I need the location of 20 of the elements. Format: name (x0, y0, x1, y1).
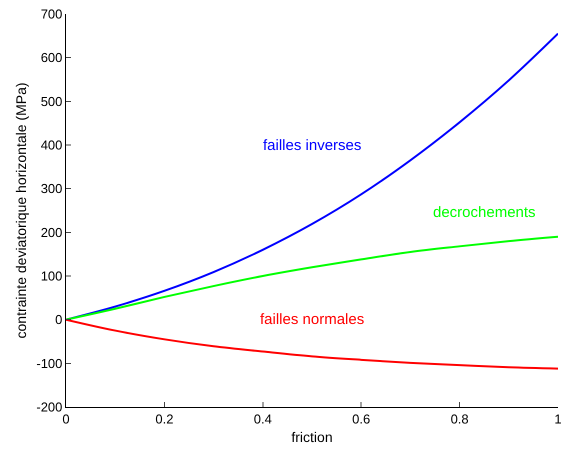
y-tick-label: 0 (55, 312, 62, 328)
x-tick-label: 0.6 (352, 412, 370, 427)
y-tick-label: 400 (40, 138, 62, 153)
x-axis-title: friction (291, 428, 333, 445)
x-tick-label: 0.2 (155, 412, 174, 427)
x-tick-label: 1 (554, 412, 562, 427)
y-tick-label: 600 (40, 50, 62, 66)
series-label: failles normales (260, 311, 364, 328)
y-tick-label: 300 (40, 181, 62, 196)
y-tick-label: 500 (40, 94, 62, 109)
series-label: decrochements (433, 204, 536, 221)
text: failles inverses (263, 137, 362, 154)
x-tick-label: 0.8 (450, 412, 469, 427)
y-tick-label: -200 (36, 400, 62, 415)
y-tick-label: 200 (40, 224, 62, 240)
x-tick-label: 0.4 (254, 412, 272, 427)
y-tick-label: 100 (40, 268, 62, 284)
y-tick-label: 700 (40, 6, 62, 22)
y-tick-label: -100 (36, 356, 62, 371)
y-axis-title: contrainte deviatorique horizontale (MPa) (12, 82, 29, 339)
